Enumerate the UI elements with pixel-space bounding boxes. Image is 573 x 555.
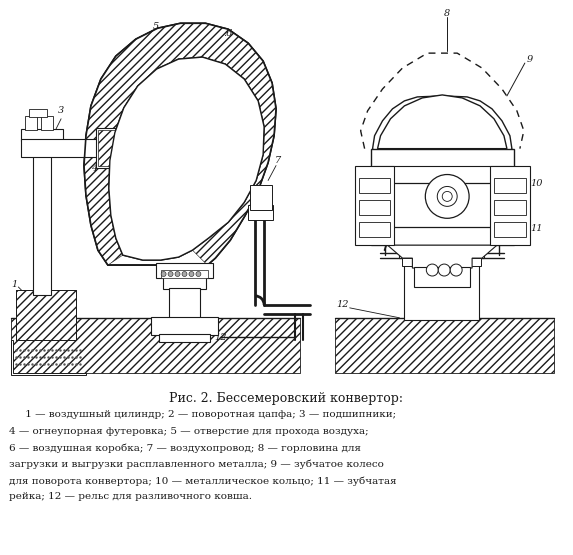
Circle shape [161, 271, 166, 276]
Bar [359, 200, 390, 215]
Circle shape [189, 271, 194, 276]
Text: загрузки и выгрузки расплавленного металла; 9 — зубчатое колесо: загрузки и выгрузки расплавленного метал… [9, 460, 384, 469]
Bar [335, 318, 554, 372]
Text: 11: 11 [531, 224, 543, 233]
Circle shape [175, 271, 180, 276]
Text: 4 — огнеупорная футеровка; 5 — отверстие для прохода воздуха;: 4 — огнеупорная футеровка; 5 — отверстие… [9, 427, 369, 436]
Bar [33, 136, 51, 295]
Text: рейка; 12 — рельс для разливочного ковша.: рейка; 12 — рельс для разливочного ковша… [9, 492, 252, 501]
Bar [96, 128, 126, 168]
Text: 10: 10 [531, 179, 543, 188]
Bar [163, 277, 206, 289]
Circle shape [168, 271, 173, 276]
Text: 8: 8 [444, 9, 450, 18]
Circle shape [438, 264, 450, 276]
Polygon shape [109, 57, 264, 260]
Polygon shape [378, 95, 507, 149]
Bar [21, 139, 121, 157]
Polygon shape [387, 245, 497, 268]
Bar [371, 149, 514, 166]
Text: 1: 1 [11, 280, 18, 290]
Bar [405, 255, 479, 320]
Bar [168, 288, 201, 318]
Polygon shape [11, 340, 86, 375]
Bar [16, 290, 76, 340]
Bar [160, 270, 209, 278]
Polygon shape [98, 130, 124, 165]
Bar [371, 184, 514, 228]
Bar [151, 317, 218, 335]
Circle shape [426, 264, 438, 276]
Circle shape [442, 191, 452, 201]
Polygon shape [84, 23, 276, 265]
Text: .6: .6 [223, 29, 233, 38]
Bar [372, 165, 512, 185]
Text: 12: 12 [336, 300, 349, 309]
Polygon shape [84, 23, 276, 265]
Bar [25, 116, 37, 130]
Bar [11, 318, 300, 372]
Text: 4: 4 [91, 164, 97, 173]
Polygon shape [372, 96, 512, 155]
Text: 1 — воздушный цилиндр; 2 — поворотная цапфа; 3 — подшипники;: 1 — воздушный цилиндр; 2 — поворотная ца… [9, 410, 397, 420]
Bar [355, 165, 394, 245]
Bar [250, 185, 272, 210]
Bar [494, 223, 526, 237]
Circle shape [182, 271, 187, 276]
Bar [21, 129, 63, 140]
Bar [359, 223, 390, 237]
Bar [494, 200, 526, 215]
Bar [434, 155, 449, 260]
Bar [156, 263, 213, 278]
Text: Рис. 2. Бессемеровский конвертор:: Рис. 2. Бессемеровский конвертор: [169, 392, 403, 405]
Circle shape [196, 271, 201, 276]
Text: 7: 7 [275, 156, 281, 165]
Bar [159, 334, 210, 342]
Text: 6 — воздушная коробка; 7 — воздухопровод; 8 — горловина для: 6 — воздушная коробка; 7 — воздухопровод… [9, 443, 362, 453]
Text: 2: 2 [20, 141, 26, 150]
Bar [371, 227, 514, 245]
Circle shape [437, 186, 457, 206]
Circle shape [450, 264, 462, 276]
Bar [359, 179, 390, 194]
Bar [29, 109, 47, 117]
Text: 9: 9 [527, 54, 533, 64]
Text: 5: 5 [152, 22, 159, 31]
Text: 12: 12 [214, 332, 226, 342]
Bar [41, 116, 53, 130]
Bar [494, 179, 526, 194]
Bar [414, 267, 470, 287]
Text: для поворота конвертора; 10 — металлическое кольцо; 11 — зубчатая: для поворота конвертора; 10 — металличес… [9, 476, 397, 486]
Polygon shape [109, 57, 264, 260]
Bar [16, 290, 76, 340]
Text: 3: 3 [58, 107, 64, 115]
Circle shape [425, 174, 469, 218]
Bar [248, 205, 273, 220]
Bar [402, 258, 481, 266]
Bar [490, 165, 530, 245]
Bar [399, 248, 484, 258]
